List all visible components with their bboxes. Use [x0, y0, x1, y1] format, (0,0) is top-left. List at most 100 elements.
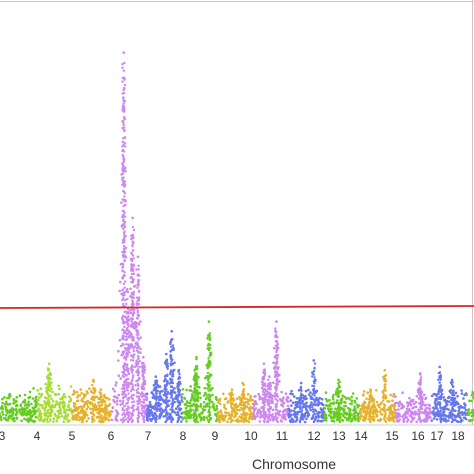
- chromosome-4-points: [71, 378, 113, 424]
- snp-point: [121, 393, 124, 396]
- snp-point: [151, 413, 155, 416]
- snp-point: [100, 418, 103, 421]
- snp-point: [163, 384, 167, 387]
- snp-point: [298, 406, 302, 409]
- snp-point: [138, 351, 141, 354]
- snp-point: [64, 411, 67, 415]
- snp-point: [126, 320, 130, 323]
- snp-point: [166, 367, 169, 370]
- snp-point: [274, 327, 277, 330]
- snp-point: [173, 391, 177, 394]
- snp-point: [141, 383, 144, 386]
- snp-point: [91, 387, 95, 390]
- snp-point: [131, 385, 134, 389]
- snp-point: [141, 374, 144, 378]
- snp-point: [0, 418, 3, 422]
- snp-point: [177, 388, 180, 391]
- snp-point: [121, 66, 124, 70]
- snp-point: [121, 92, 124, 95]
- snp-point: [217, 410, 220, 414]
- snp-point: [219, 409, 222, 412]
- snp-point: [388, 411, 392, 415]
- snp-point: [338, 380, 341, 384]
- snp-point: [406, 418, 410, 422]
- snp-point: [461, 413, 464, 417]
- snp-point: [8, 414, 12, 417]
- snp-point: [252, 404, 256, 407]
- chromosome-6-points: [145, 330, 184, 424]
- snp-point: [131, 317, 135, 321]
- snp-point: [122, 86, 126, 90]
- snp-point: [334, 392, 338, 396]
- snp-point: [121, 214, 125, 217]
- snp-point: [96, 407, 99, 411]
- snp-point: [199, 396, 202, 400]
- snp-point: [201, 407, 205, 411]
- snp-point: [141, 409, 144, 412]
- snp-point: [122, 121, 125, 125]
- snp-point: [286, 404, 290, 408]
- snp-point: [181, 393, 184, 396]
- snp-point: [121, 241, 125, 244]
- snp-point: [234, 406, 238, 410]
- snp-point: [51, 390, 54, 394]
- snp-point: [223, 414, 226, 418]
- snp-point: [425, 416, 428, 420]
- snp-point: [241, 381, 244, 385]
- snp-point: [414, 405, 418, 409]
- snp-point: [299, 385, 302, 389]
- snp-point: [75, 390, 79, 394]
- snp-point: [432, 392, 436, 396]
- snp-point: [450, 411, 453, 415]
- snp-point: [332, 393, 335, 397]
- snp-point: [275, 320, 278, 323]
- snp-point: [406, 401, 409, 404]
- snp-point: [303, 420, 307, 424]
- snp-point: [299, 394, 303, 398]
- snp-point: [339, 390, 343, 393]
- snp-point: [449, 388, 453, 392]
- snp-point: [216, 398, 220, 402]
- snp-point: [130, 369, 133, 372]
- snp-point: [276, 395, 279, 398]
- snp-point: [127, 343, 130, 346]
- snp-point: [130, 292, 133, 295]
- snp-point: [236, 408, 239, 412]
- snp-point: [275, 379, 278, 382]
- snp-point: [121, 223, 124, 227]
- snp-point: [263, 371, 266, 374]
- snp-point: [369, 398, 372, 401]
- snp-point: [370, 415, 373, 419]
- snp-point: [269, 388, 272, 391]
- snp-point: [208, 346, 211, 349]
- snp-point: [132, 349, 136, 353]
- snp-point: [272, 381, 275, 385]
- snp-point: [317, 415, 320, 419]
- snp-point: [87, 417, 90, 420]
- snp-point: [92, 378, 95, 382]
- snp-point: [131, 313, 135, 316]
- snp-point: [2, 417, 6, 420]
- snp-point: [224, 407, 228, 411]
- snp-point: [137, 338, 141, 341]
- snp-point: [195, 372, 198, 375]
- snp-point: [171, 372, 175, 376]
- snp-point: [126, 290, 130, 294]
- snp-point: [190, 393, 194, 396]
- snp-point: [171, 408, 174, 411]
- snp-point: [392, 394, 395, 398]
- snp-point: [76, 413, 80, 417]
- snp-point: [32, 387, 35, 390]
- snp-point: [123, 389, 127, 393]
- snp-point: [201, 410, 204, 414]
- snp-point: [108, 398, 111, 401]
- snp-point: [384, 408, 387, 411]
- snp-point: [367, 401, 371, 405]
- snp-point: [364, 415, 368, 419]
- snp-point: [149, 408, 153, 412]
- snp-point: [121, 108, 124, 112]
- snp-point: [202, 401, 206, 404]
- snp-point: [276, 400, 279, 403]
- snp-point: [39, 412, 42, 415]
